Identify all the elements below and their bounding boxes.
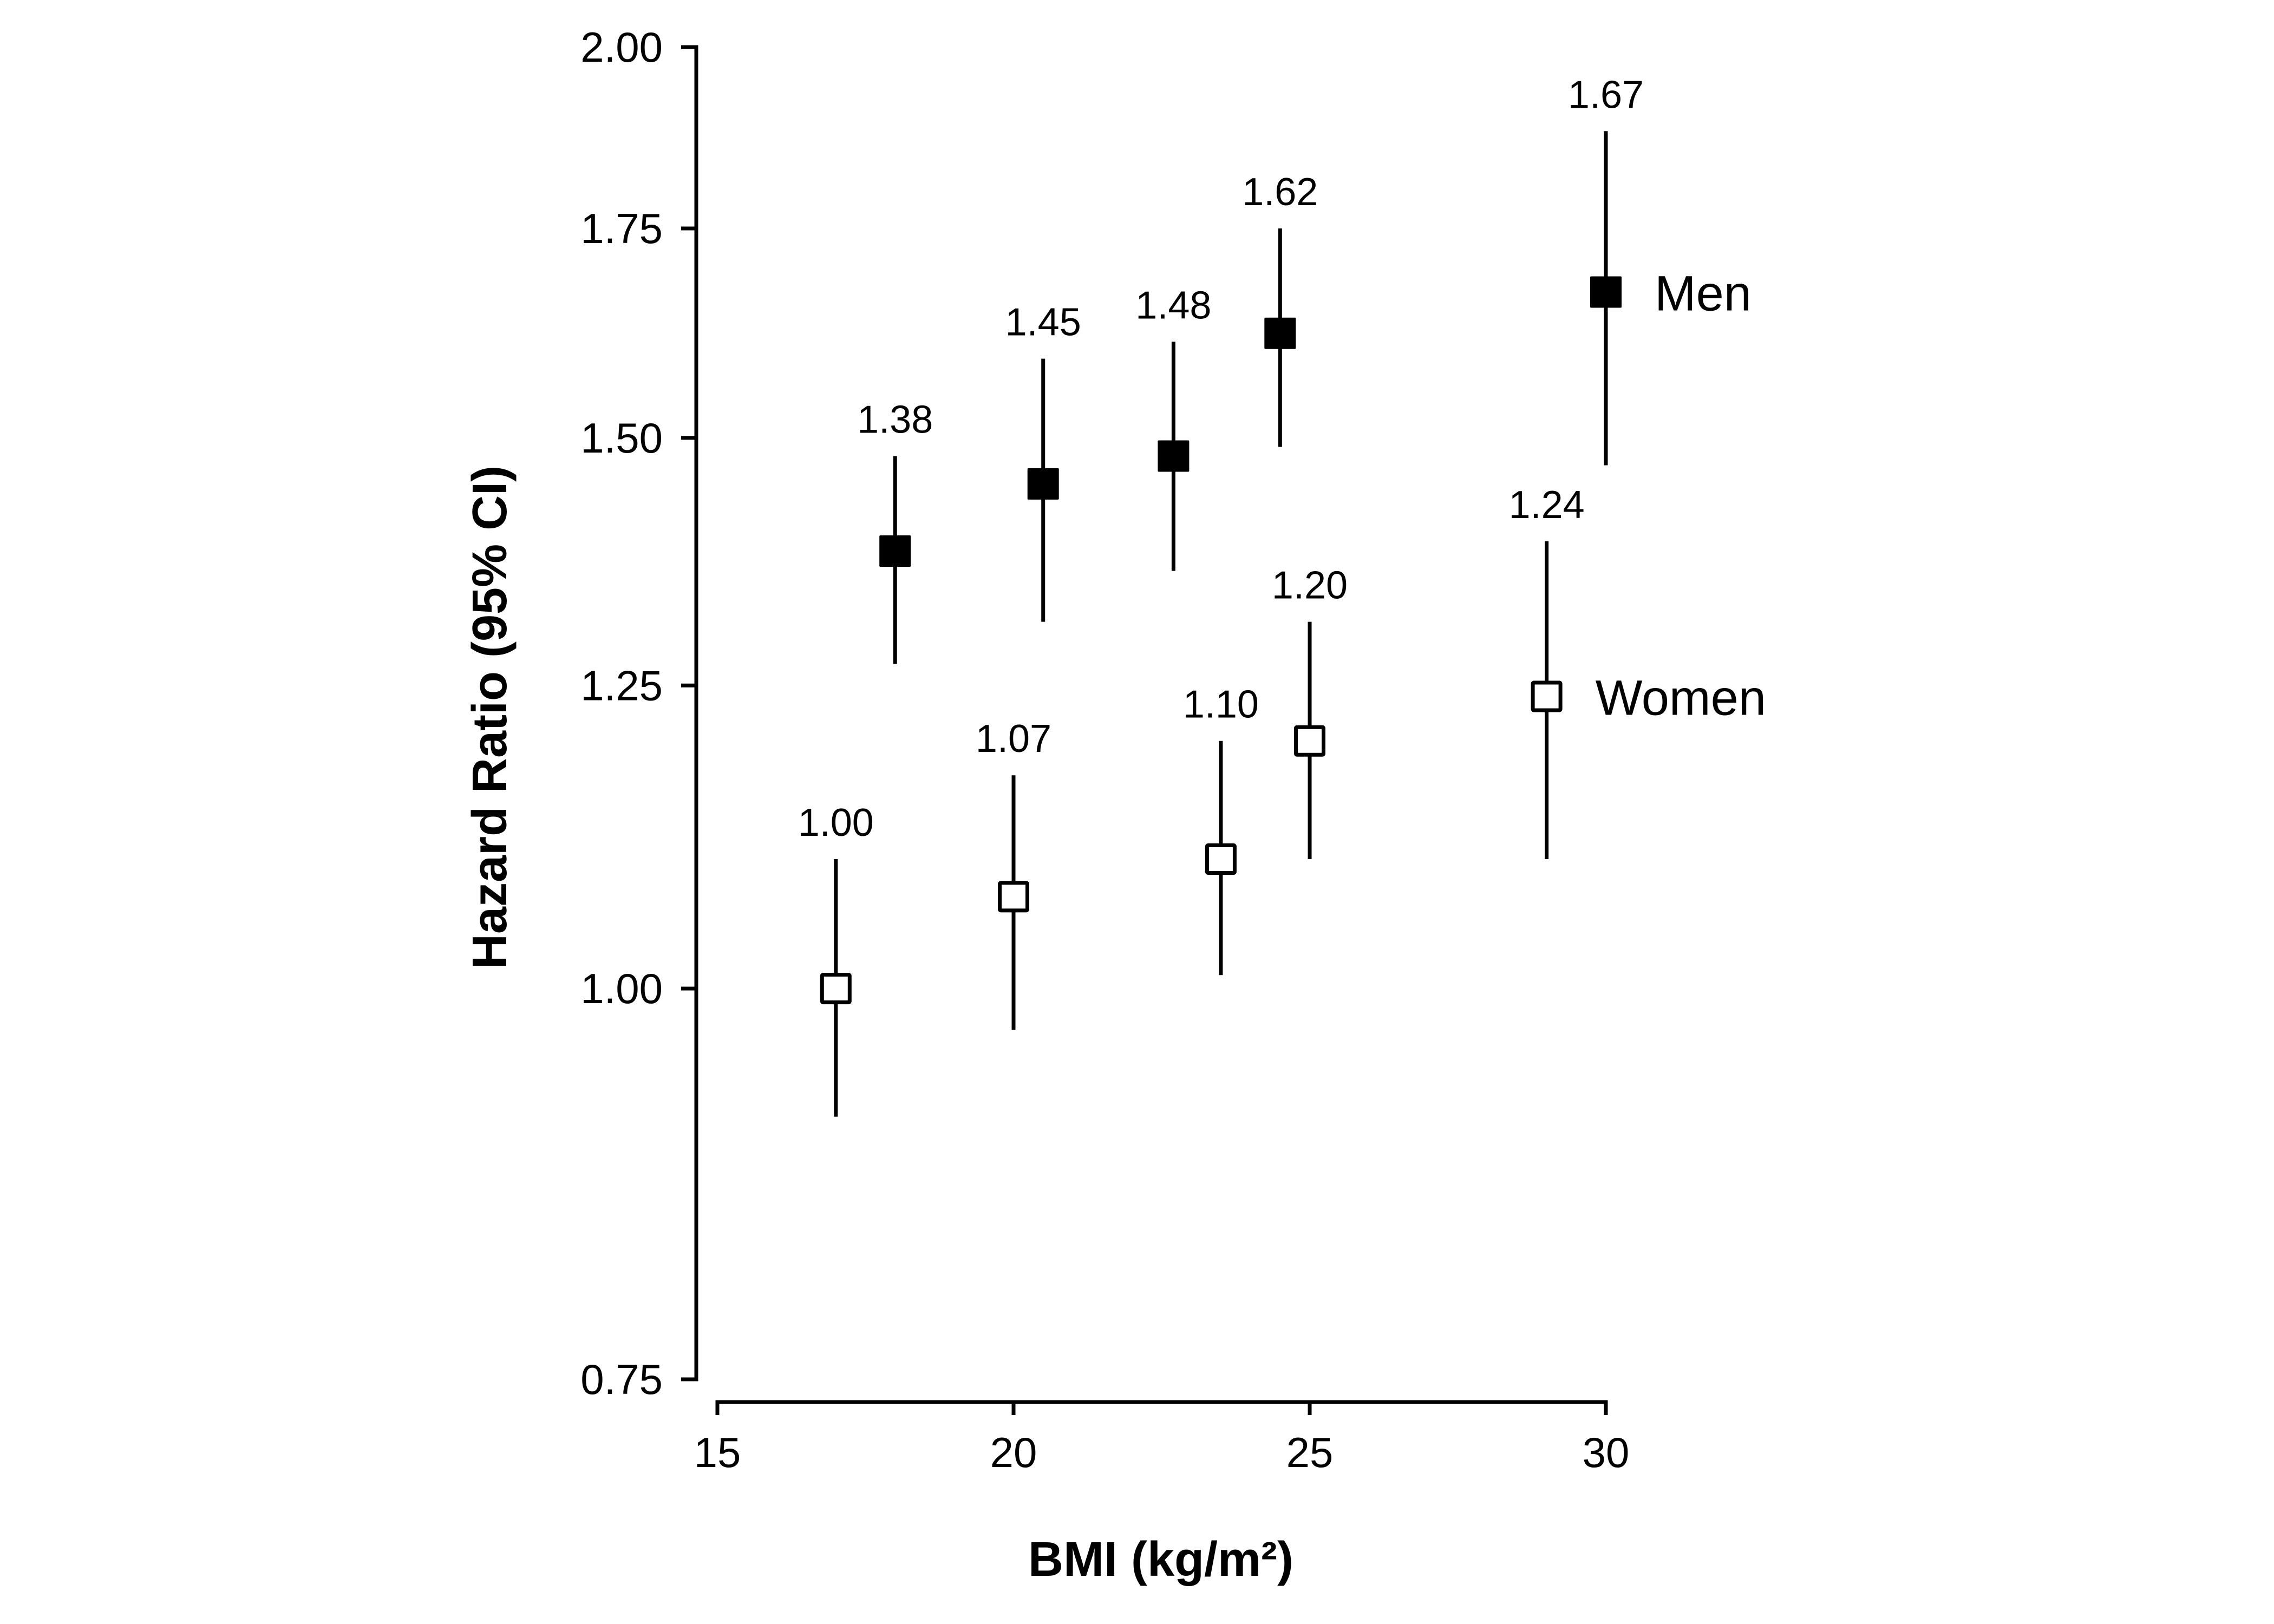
series-label-women: Women	[1596, 670, 1766, 725]
series-women: 1.00 1.07 1.10 1.20 1.24 Women	[798, 483, 1766, 1117]
data-label: 1.45	[1005, 301, 1081, 344]
series-layer: 1.381.45 1.481.621.67Men1.001.071.101.201…	[798, 73, 1766, 1117]
data-label: 1.00	[798, 801, 874, 844]
data-label: 1.67	[1568, 73, 1644, 116]
x-axis-title: BMI (kg/m²)	[1028, 1533, 1293, 1587]
data-point-marker	[1294, 725, 1325, 757]
data-label: 1.24	[1509, 483, 1585, 527]
data-point-marker	[1531, 680, 1563, 712]
y-tick-label: 0.75	[580, 1355, 663, 1403]
data-label: 1.48	[1135, 284, 1211, 327]
y-axis-title: Hazard Ratio (95% CI)	[463, 466, 517, 969]
data-point-marker	[1027, 468, 1059, 500]
data-point-marker	[1205, 843, 1237, 875]
data-point-marker	[879, 535, 911, 567]
data-point-marker	[1264, 317, 1296, 349]
data-label: 1.07	[976, 717, 1051, 761]
y-tick-label: 1.50	[580, 414, 663, 462]
data-point-marker	[820, 973, 852, 1005]
x-tick-label: 15	[694, 1429, 741, 1476]
data-point-marker	[1590, 276, 1622, 308]
y-tick-label: 1.75	[580, 205, 663, 252]
x-axis: 15 20 25 30	[694, 1400, 1630, 1476]
x-tick-label: 25	[1286, 1429, 1334, 1476]
y-tick-label: 1.25	[580, 662, 663, 709]
y-tick-label: 2.00	[580, 23, 663, 71]
y-axis: 0.75 1.00 1.25 1.50 1.75 2.00	[580, 23, 698, 1403]
data-label: 1.20	[1272, 564, 1348, 607]
data-label: 1.10	[1183, 683, 1259, 726]
data-label: 1.62	[1242, 171, 1318, 214]
data-label: 1.38	[857, 398, 933, 442]
x-tick-label: 30	[1583, 1429, 1630, 1476]
data-point-marker	[1158, 440, 1190, 472]
y-tick-label: 1.00	[580, 965, 663, 1012]
series-label-men: Men	[1655, 266, 1752, 321]
data-point-marker	[998, 881, 1029, 913]
x-tick-label: 20	[990, 1429, 1037, 1476]
series-men: 1.38 1.45 1.48 1.62 1.67 Men	[857, 73, 1752, 664]
